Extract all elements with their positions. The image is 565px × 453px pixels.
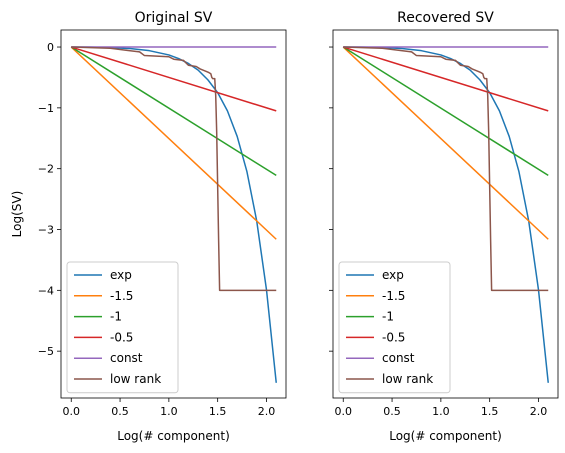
- x-axis-label: Log(# component): [117, 429, 230, 443]
- series-line-0-5: [71, 46, 277, 112]
- legend-label: low rank: [382, 372, 433, 386]
- legend-label: exp: [110, 268, 132, 282]
- legend-label: -0.5: [382, 330, 405, 344]
- legend-label: -1.5: [110, 289, 133, 303]
- legend-label: -1: [382, 310, 394, 324]
- series-line-1-5: [70, 46, 277, 240]
- x-tick-label: 1.5: [209, 405, 227, 418]
- chart-panel-1: Original SV 0.0 0.5 1.0 1.5 2.0 0 −1 −2 −3 −4 −5 Log…: [10, 10, 287, 443]
- legend-label: -0.5: [110, 330, 133, 344]
- chart-panel-2: Recovered SV 0.0 0.5 1.0 1.5 2.0 Log(# compone…: [329, 10, 559, 443]
- chart-title: Recovered SV: [397, 10, 494, 26]
- series-line-1-5: [342, 46, 549, 240]
- x-tick-label: 1.5: [481, 405, 499, 418]
- plot-frame: [60, 29, 287, 399]
- series-line-1: [342, 46, 549, 177]
- x-tick-label: 0.5: [111, 405, 129, 418]
- legend-box: [338, 261, 451, 394]
- x-tick-label: 2.0: [530, 405, 548, 418]
- y-tick-label: 0: [47, 41, 54, 54]
- series-line-exp: [343, 46, 549, 383]
- series-line-low-rank: [343, 46, 549, 292]
- y-tick-label: −4: [38, 284, 54, 297]
- x-axis-label: Log(# component): [389, 429, 502, 443]
- legend-label: -1: [110, 310, 122, 324]
- x-tick-label: 0.5: [383, 405, 401, 418]
- legend-label: -1.5: [382, 289, 405, 303]
- y-tick-label: −5: [38, 345, 54, 358]
- y-tick-label: −3: [38, 224, 54, 237]
- x-tick-label: 0.0: [62, 405, 80, 418]
- y-tick-label: −1: [38, 102, 54, 115]
- plot-frame: [332, 29, 559, 399]
- series-line-1: [70, 46, 277, 177]
- legend-label: const: [382, 351, 415, 365]
- series-line-low-rank: [71, 46, 277, 292]
- legend: exp -1.5 -1 -0.5 const low rank: [66, 261, 179, 394]
- x-tick-label: 2.0: [258, 405, 276, 418]
- x-tick-label: 1.0: [160, 405, 178, 418]
- legend-box: [66, 261, 179, 394]
- legend-label: const: [110, 351, 143, 365]
- y-tick-label: −2: [38, 163, 54, 176]
- chart-title: Original SV: [135, 10, 213, 26]
- x-tick-label: 0.0: [334, 405, 352, 418]
- legend-label: exp: [382, 268, 404, 282]
- x-tick-label: 1.0: [432, 405, 450, 418]
- legend: exp -1.5 -1 -0.5 const low rank: [338, 261, 451, 394]
- y-axis-label: Log(SV): [10, 191, 24, 238]
- series-line-0-5: [343, 46, 549, 112]
- legend-label: low rank: [110, 372, 161, 386]
- series-line-exp: [71, 46, 277, 383]
